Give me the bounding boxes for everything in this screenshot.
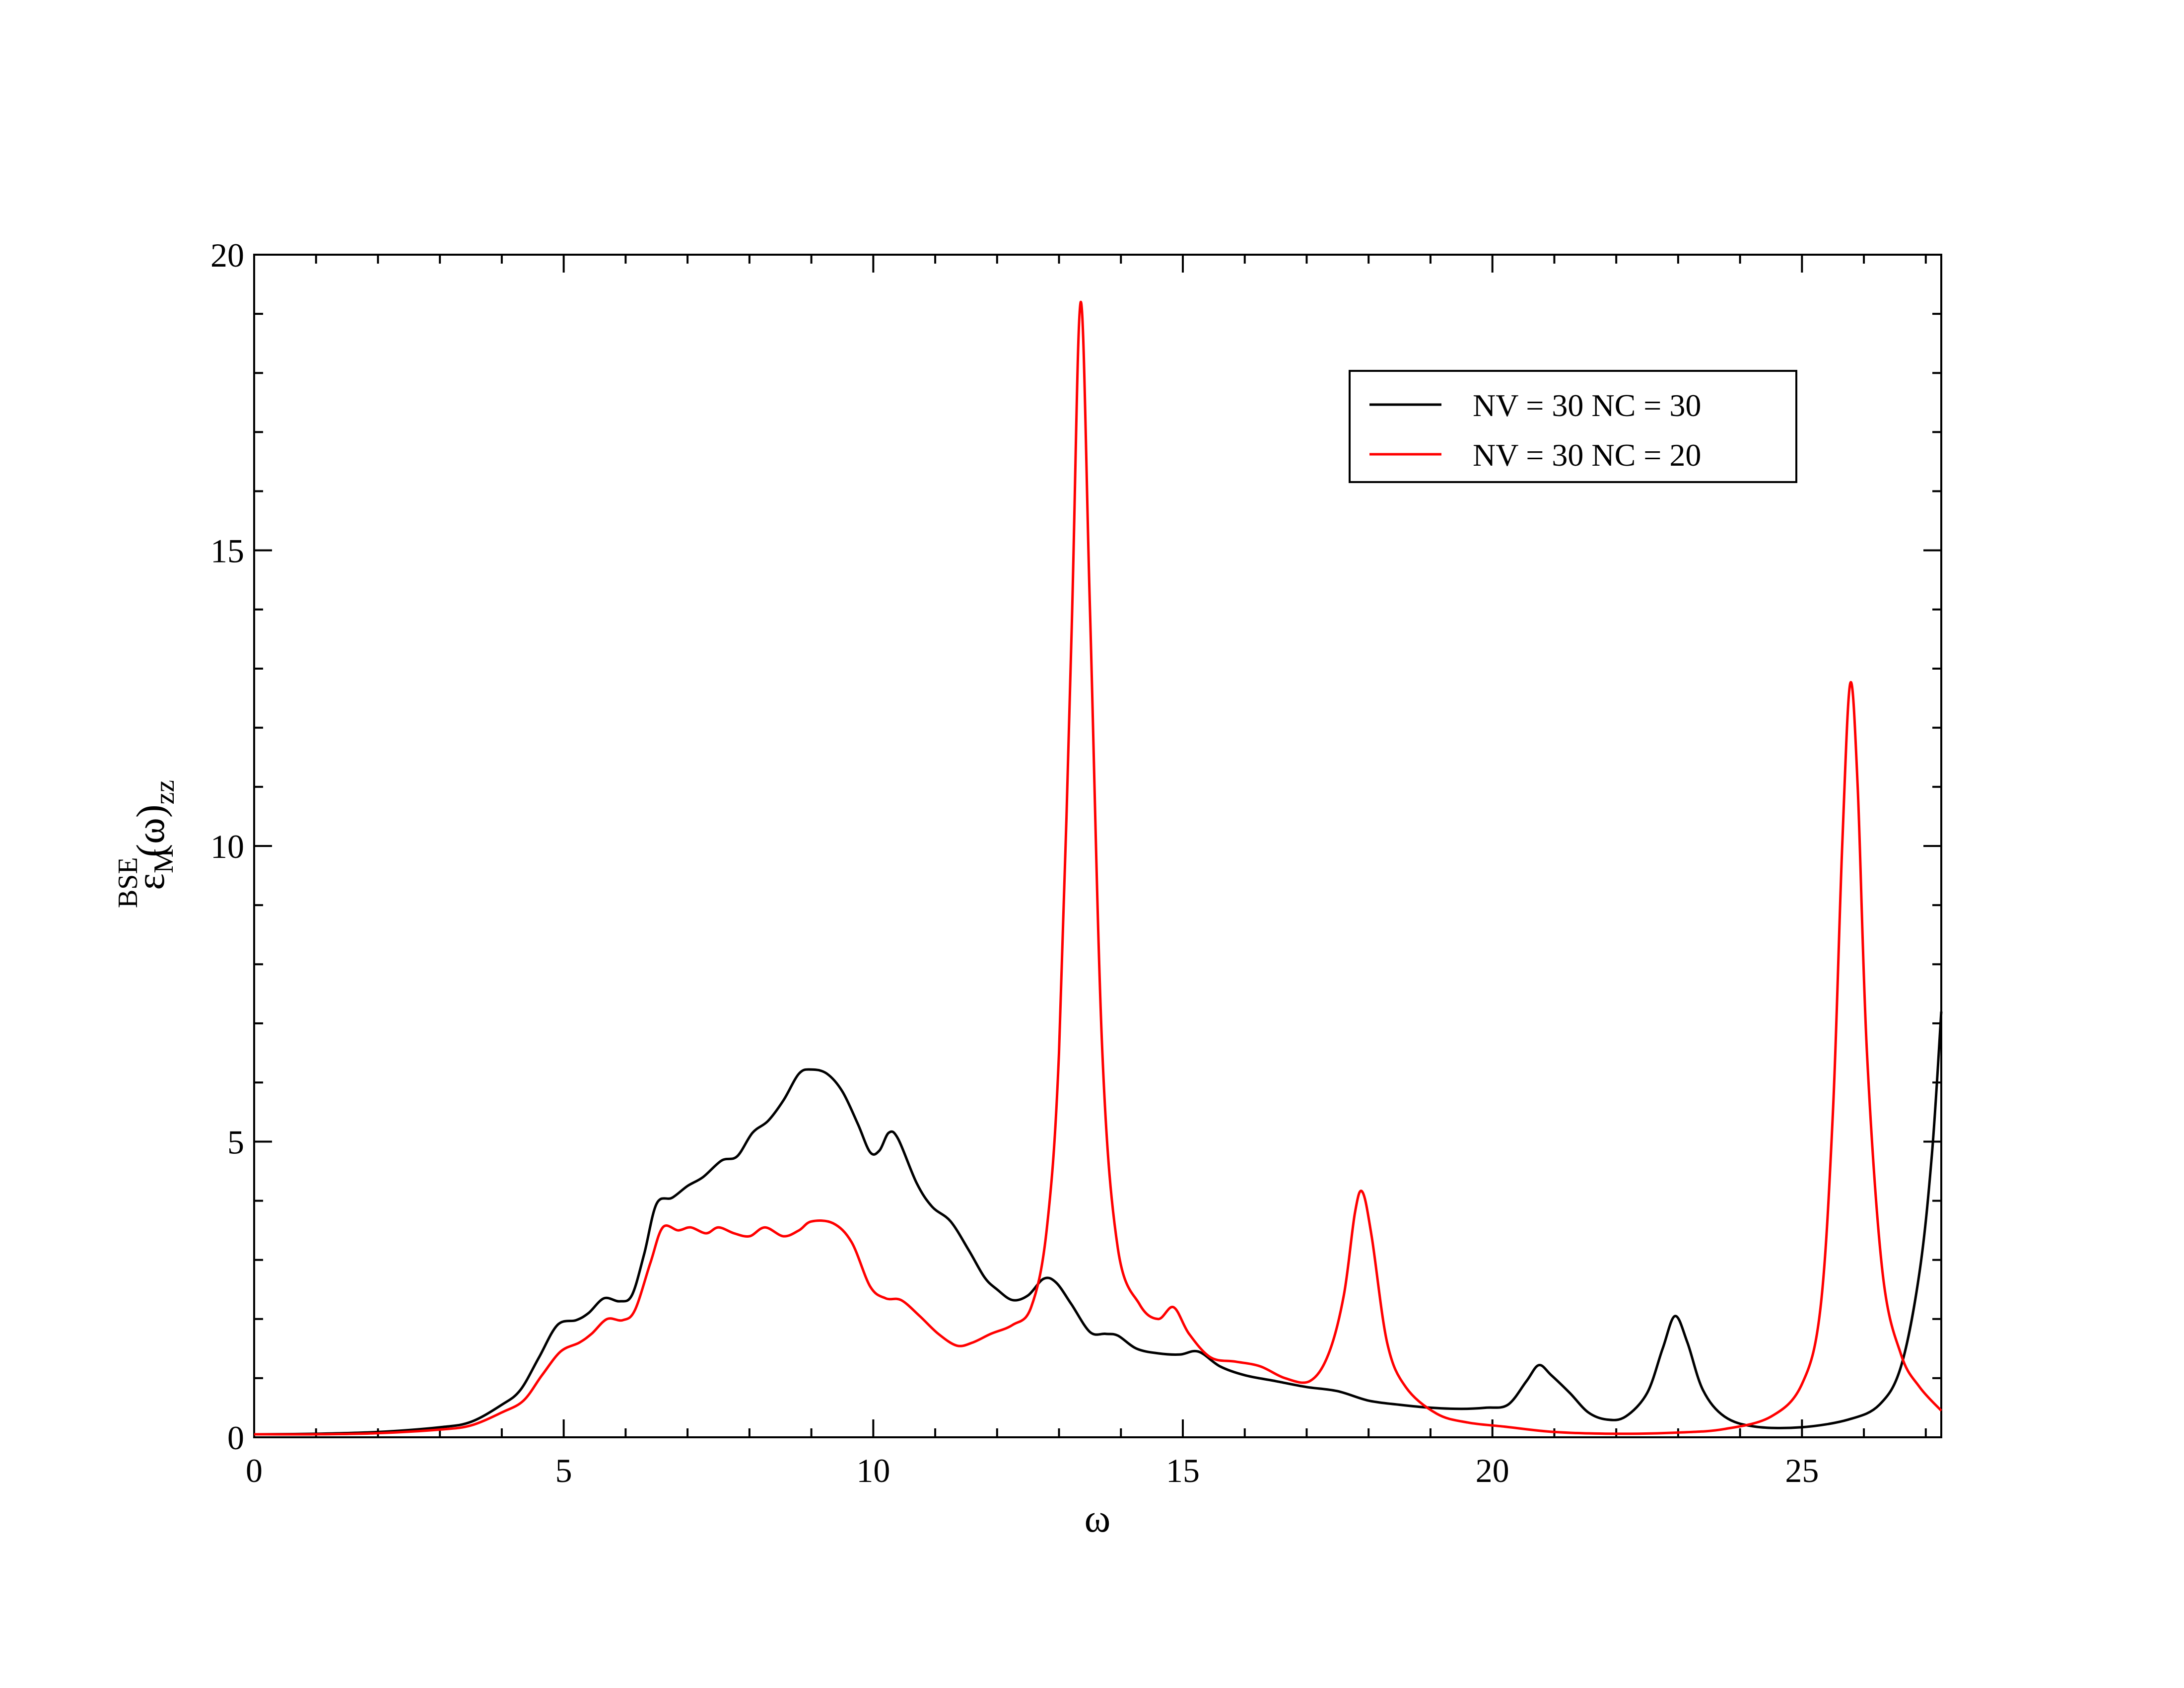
axis-ticks bbox=[253, 254, 1941, 1438]
x-tick-label: 0 bbox=[246, 1452, 263, 1489]
y-tick-label: 20 bbox=[210, 236, 244, 274]
y-axis-title: εMBSE(ω)zz bbox=[113, 780, 180, 908]
y-axis-title-sub: M bbox=[148, 848, 179, 873]
legend-box bbox=[1349, 370, 1797, 483]
y-tick-label: 10 bbox=[210, 828, 244, 865]
x-tick-label: 15 bbox=[1166, 1452, 1200, 1489]
y-axis-title-sup: BSE bbox=[113, 857, 143, 908]
y-axis-title-arg: (ω) bbox=[129, 805, 173, 857]
y-tick-label: 15 bbox=[210, 532, 244, 570]
x-axis-title: ω bbox=[1085, 1497, 1111, 1541]
svg-text:εMBSE(ω)zz: εMBSE(ω)zz bbox=[113, 780, 180, 908]
series-line-1 bbox=[254, 1011, 1943, 1436]
x-tick-label: 5 bbox=[555, 1452, 572, 1489]
series-line-2 bbox=[254, 300, 1942, 1436]
x-tick-label: 25 bbox=[1785, 1452, 1819, 1489]
y-tick-label: 5 bbox=[227, 1124, 244, 1161]
legend-label-2: NV = 30 NC = 20 bbox=[1473, 437, 1701, 473]
legend-label-1: NV = 30 NC = 30 bbox=[1473, 388, 1701, 423]
x-tick-label: 10 bbox=[856, 1452, 890, 1489]
series-layer bbox=[254, 300, 1943, 1436]
y-axis-title-arg-sub: zz bbox=[149, 780, 180, 805]
x-tick-labels: 0 5 10 15 20 25 bbox=[246, 1452, 1819, 1489]
legend: NV = 30 NC = 30 NV = 30 NC = 20 bbox=[1349, 370, 1797, 483]
y-tick-labels: 0 5 10 15 20 bbox=[210, 236, 244, 1457]
y-axis-title-base: ε bbox=[129, 873, 173, 890]
y-tick-label: 0 bbox=[227, 1419, 244, 1457]
x-tick-label: 20 bbox=[1476, 1452, 1509, 1489]
